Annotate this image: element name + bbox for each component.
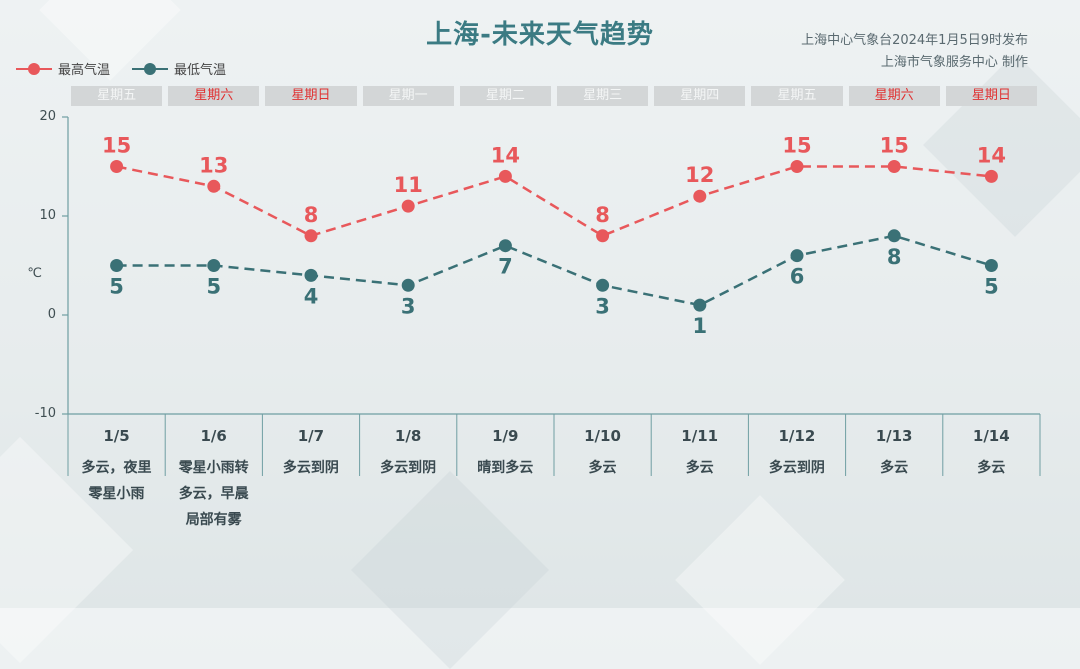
weekday-label: 星期二 (459, 86, 551, 106)
weekday-label: 星期一 (362, 86, 454, 106)
x-tick-label: 1/13 (875, 427, 913, 445)
data-point-low (596, 278, 610, 292)
weekday-label: 星期六 (848, 86, 940, 106)
data-point-low (304, 268, 318, 282)
data-label-high: 12 (685, 163, 714, 187)
x-tick-label: 1/5 (103, 427, 130, 445)
data-point-high (693, 189, 707, 203)
x-tick-label: 1/6 (200, 427, 227, 445)
y-tick-label: 20 (39, 109, 56, 124)
data-point-high (401, 199, 415, 213)
legend-low-marker (132, 62, 169, 76)
data-label-high: 15 (880, 134, 909, 158)
weekday-label: 星期日 (945, 86, 1037, 106)
data-point-high (984, 169, 998, 183)
data-point-high (207, 179, 221, 193)
x-tick-label: 1/8 (394, 427, 422, 445)
data-label-low: 6 (790, 265, 805, 289)
temperature-chart: 15 13 8 11 14 8 12 15 15 14 5 5 4 3 7 3 1 6 8 5 (62, 116, 1041, 476)
weekday-label: 星期五 (751, 86, 843, 106)
data-point-low (401, 278, 415, 292)
data-label-high: 8 (304, 203, 319, 227)
weather-description: 多云到阴 (380, 460, 437, 476)
data-label-low: 1 (692, 314, 707, 338)
data-label-high: 15 (102, 134, 131, 158)
legend-high: 最高气温 (16, 59, 110, 78)
issuer-line-1: 上海中心气象台2024年1月5日9时发布 (801, 33, 1028, 48)
data-point-low (207, 259, 221, 272)
y-tick-label: 10 (39, 208, 56, 223)
weather-description: 零星小雨转 多云，早晨 局部有雾 (178, 460, 249, 528)
data-label-low: 3 (401, 294, 416, 318)
y-axis-unit: ℃ (27, 266, 42, 281)
legend-low: 最低气温 (132, 59, 226, 78)
data-label-high: 11 (394, 173, 423, 197)
x-tick-label: 1/14 (972, 427, 1010, 445)
data-label-low: 5 (109, 275, 124, 299)
x-tick-label: 1/9 (492, 427, 519, 445)
chart-legend: 最高气温 最低气温 (16, 59, 248, 78)
y-tick-label: -10 (34, 406, 56, 421)
data-point-low (498, 239, 512, 253)
legend-high-marker (16, 62, 52, 76)
x-tick-label: 1/12 (778, 427, 816, 445)
issuer-info: 上海中心气象台2024年1月5日9时发布 上海市气象服务中心 制作 (801, 30, 1028, 74)
weather-description: 多云到阴 (282, 460, 339, 476)
data-label-low: 3 (595, 294, 610, 318)
data-label-high: 15 (782, 134, 811, 158)
weather-description: 多云 (977, 460, 1006, 476)
legend-low-label: 最低气温 (174, 63, 227, 78)
data-point-low (887, 229, 901, 243)
weekday-label: 星期四 (654, 86, 746, 106)
data-label-high: 14 (491, 143, 520, 167)
data-point-high (110, 160, 124, 173)
data-label-high: 14 (977, 143, 1006, 167)
data-label-low: 7 (498, 255, 513, 279)
issuer-line-2: 上海市气象服务中心 制作 (880, 55, 1028, 70)
weather-description: 多云 (880, 460, 909, 476)
series-line-high (116, 165, 992, 238)
y-tick-label: 0 (47, 307, 56, 322)
data-point-high (596, 229, 610, 243)
data-point-high (304, 229, 318, 243)
page-title: 上海-未来天气趋势 (426, 20, 654, 50)
weekday-label: 星期五 (71, 86, 163, 106)
weather-description: 晴到多云 (477, 460, 534, 476)
weekday-label: 星期日 (265, 86, 357, 106)
data-label-low: 5 (206, 275, 221, 299)
data-point-low (110, 259, 124, 272)
data-label-low: 4 (304, 284, 319, 308)
data-point-low (790, 249, 804, 263)
data-point-high (498, 169, 512, 183)
data-point-low (693, 298, 707, 312)
data-label-low: 5 (984, 275, 999, 299)
weather-description: 多云 (685, 460, 714, 476)
x-tick-label: 1/7 (297, 427, 325, 445)
data-point-low (984, 259, 998, 272)
data-point-high (887, 160, 901, 173)
weekday-label: 星期六 (168, 86, 260, 106)
weather-description: 多云，夜里 零星小雨 (81, 460, 152, 502)
data-point-high (790, 160, 804, 173)
weather-description: 多云到阴 (768, 460, 825, 476)
data-label-low: 8 (887, 245, 902, 269)
series-line-low (116, 234, 992, 307)
legend-high-label: 最高气温 (58, 63, 111, 78)
data-label-high: 13 (199, 153, 228, 177)
x-tick-label: 1/11 (681, 427, 719, 445)
x-tick-label: 1/10 (584, 427, 621, 445)
data-label-high: 8 (595, 203, 610, 227)
weather-description: 多云 (588, 460, 617, 476)
weekday-label: 星期三 (557, 86, 649, 106)
